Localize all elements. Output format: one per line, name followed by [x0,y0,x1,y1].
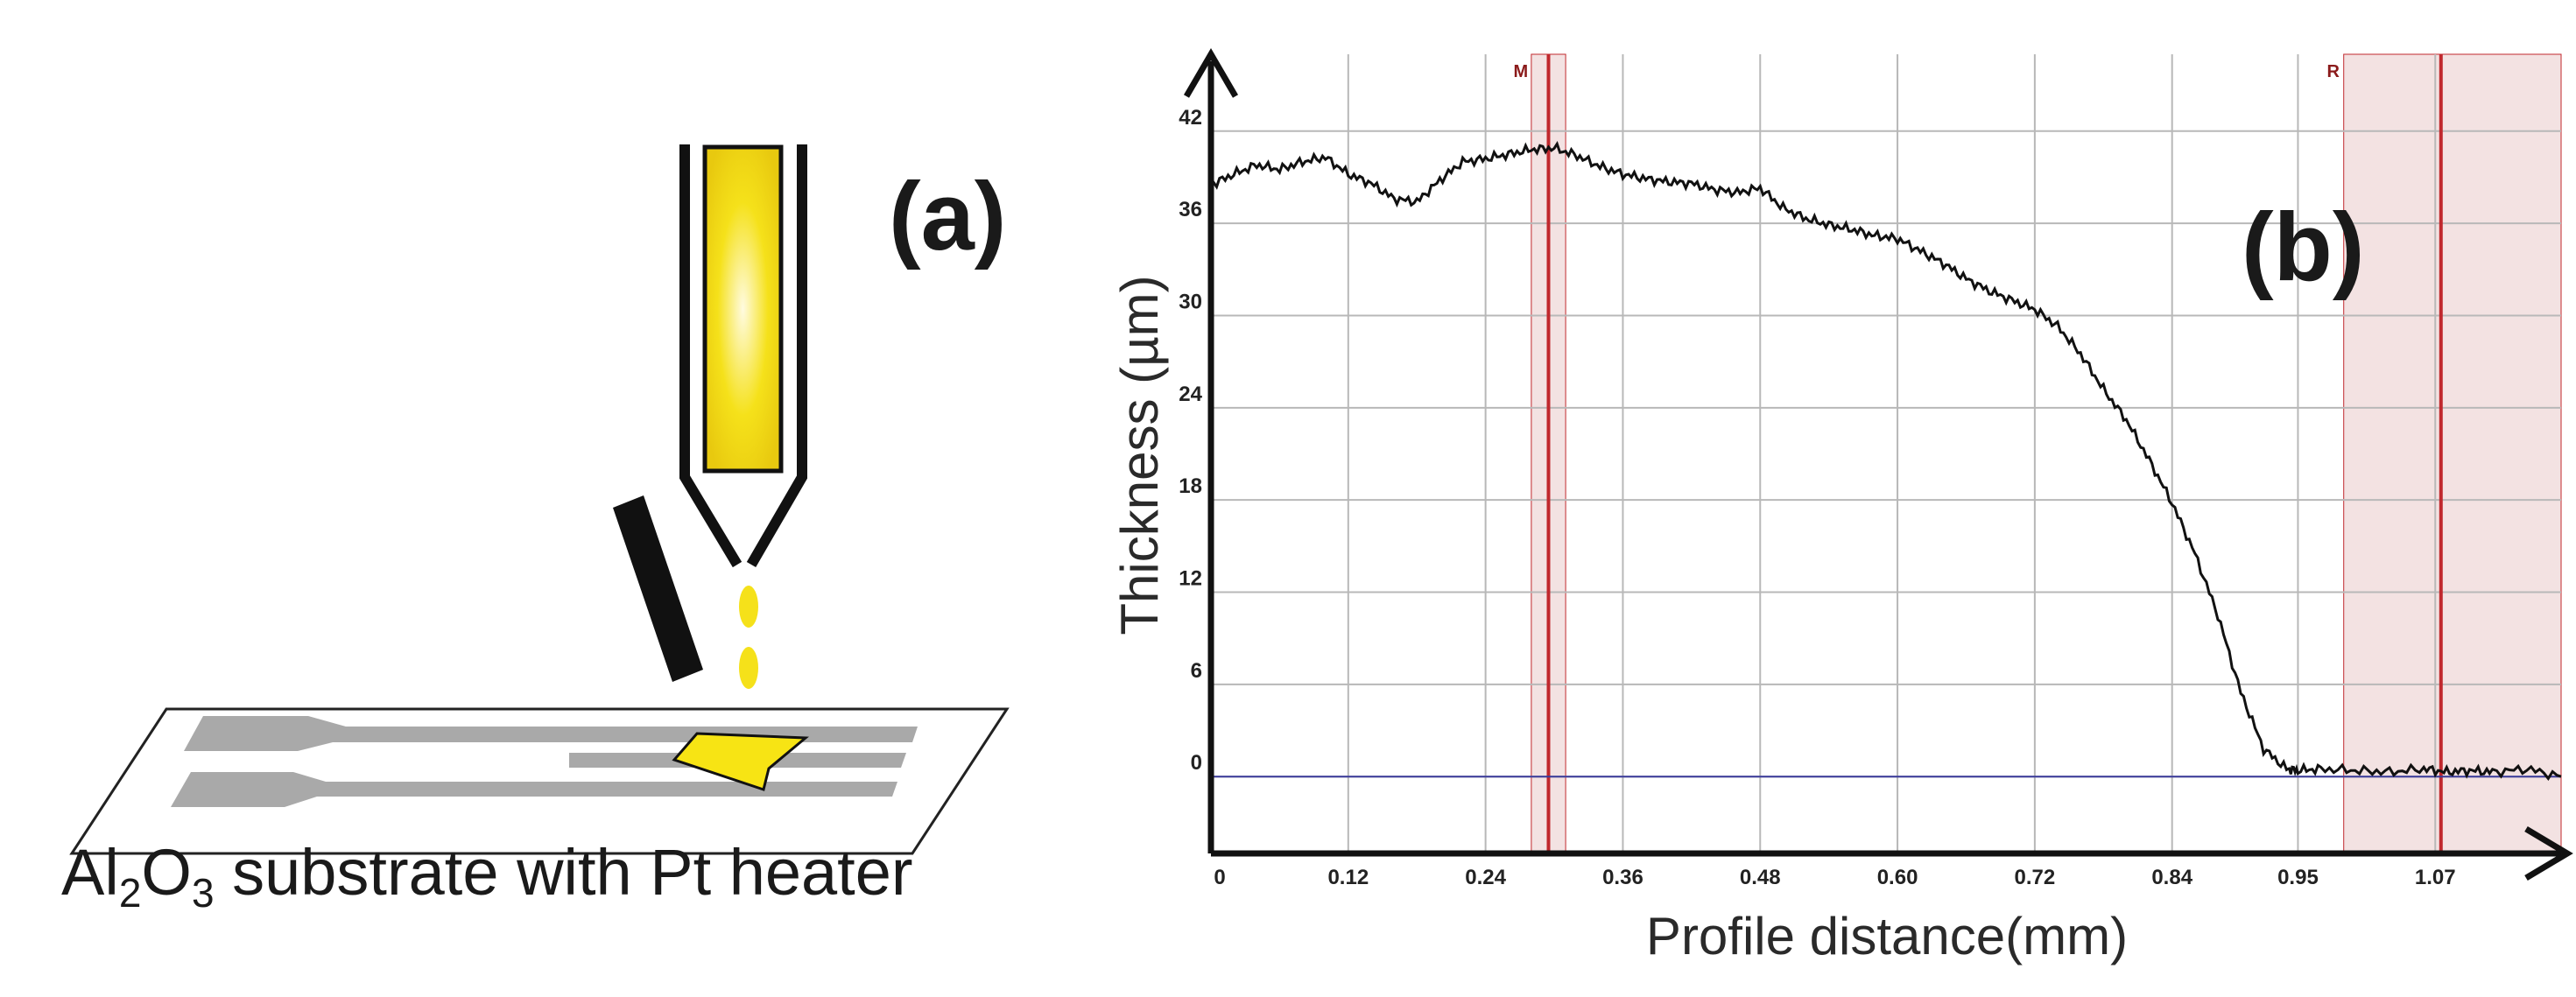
marker-label-1: R [2326,62,2340,81]
caption-sub-2: 2 [119,870,142,916]
x-tick-label: 0.48 [1740,866,1781,889]
marker-lines [1546,54,2443,853]
y-axis-arrow [1183,48,1239,98]
caption-rest: substrate with Pt heater [215,836,913,909]
black-bar [613,495,703,682]
y-tick-label: 18 [1179,474,1202,498]
x-tick-label: 0.24 [1465,866,1506,889]
droplet-1 [739,586,758,628]
y-tick-label: 30 [1179,290,1202,313]
panel-b-label: (b) [2242,193,2364,301]
print-head-right-wall [746,144,807,568]
x-tick-label: 0.12 [1327,866,1369,889]
x-tick-label: 0.36 [1602,866,1643,889]
x-axis-title: Profile distance(mm) [1646,907,2128,965]
marker-band-1 [2343,53,2562,854]
print-head-left-wall [679,144,743,568]
droplet-2 [739,647,758,689]
thickness-profile-line [1210,140,2562,782]
caption-al: Al [61,836,119,909]
x-tick-label: 0.95 [2277,866,2319,889]
panel-a-schematic: (a) Al2O3 substrate with Pt heater [61,144,1010,916]
caption-sub-3: 3 [192,870,215,916]
y-tick-label: 0 [1191,751,1202,775]
x-tick-label: 1.07 [2415,866,2456,889]
x-tick-label: 0.84 [2151,866,2192,889]
grid-vertical [1347,54,2437,853]
heater-trace-bottom [171,772,897,807]
x-tick-labels: 0 0.12 0.24 0.36 0.48 0.60 0.72 0.84 0.95 1.07 [1214,866,2455,889]
marker-label-0: M [1514,62,1529,81]
lamp-element [702,144,784,474]
y-tick-label: 6 [1191,659,1202,683]
panel-b-chart: 0 0.12 0.24 0.36 0.48 0.60 0.72 0.84 0.95 1.07 0 6… [1110,48,2573,965]
y-tick-label: 24 [1179,383,1202,406]
panel-a-caption: Al2O3 substrate with Pt heater [61,836,913,916]
x-tick-label: 0.72 [2015,866,2056,889]
x-axis-arrow [2524,825,2573,881]
x-tick-label: 0 [1214,866,1225,889]
x-tick-label: 0.60 [1877,866,1918,889]
caption-o: O [141,836,192,909]
y-tick-label: 42 [1179,106,1202,130]
marker-bands [1531,53,2562,854]
y-tick-labels: 0 6 12 18 24 30 36 42 [1179,106,1202,775]
y-tick-label: 12 [1179,567,1202,591]
panel-a-label: (a) [889,163,1006,270]
y-axis-title: Thickness (µm) [1110,275,1169,635]
deposited-film [672,732,809,791]
y-tick-label: 36 [1179,198,1202,221]
